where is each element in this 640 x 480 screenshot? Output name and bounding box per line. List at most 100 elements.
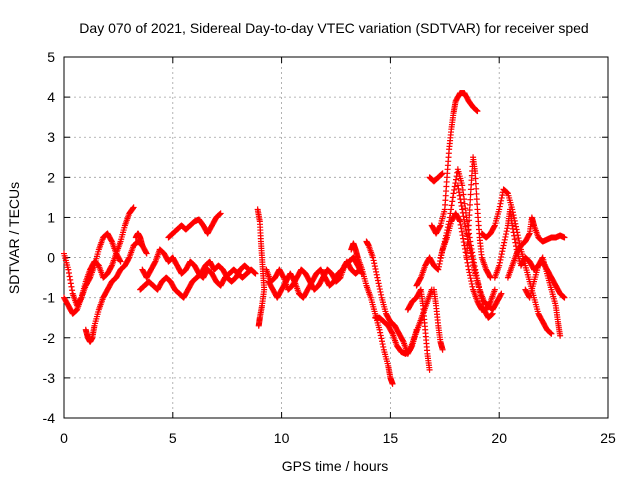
- data-point: [469, 283, 476, 290]
- data-point: [377, 329, 384, 336]
- data-point: [464, 259, 471, 266]
- data-point: [399, 337, 406, 344]
- data-point: [496, 259, 503, 266]
- data-point: [459, 206, 466, 213]
- data-point: [474, 108, 481, 115]
- data-point: [369, 254, 376, 261]
- data-point: [526, 293, 533, 300]
- data-point: [477, 292, 484, 299]
- data-point: [460, 191, 467, 198]
- data-point: [458, 228, 465, 235]
- data-point: [498, 251, 505, 258]
- data-point: [371, 260, 378, 267]
- data-point: [380, 343, 387, 350]
- data-point: [69, 287, 76, 294]
- x-tick-label: 20: [491, 430, 507, 446]
- data-point: [443, 229, 450, 236]
- data-point: [459, 186, 466, 193]
- chart-title: Day 070 of 2021, Sidereal Day-to-day VTE…: [79, 20, 588, 36]
- x-tick-label: 5: [169, 430, 177, 446]
- series-trace-7: [165, 210, 224, 241]
- data-point: [497, 256, 504, 263]
- data-point: [117, 258, 124, 265]
- series-trace-19: [426, 170, 446, 185]
- data-point: [255, 322, 262, 329]
- data-point: [379, 341, 386, 348]
- data-point: [378, 335, 385, 342]
- data-point: [499, 248, 506, 255]
- data-point: [473, 185, 480, 192]
- data-point: [512, 223, 519, 230]
- data-point: [436, 223, 443, 230]
- data-point: [468, 280, 475, 287]
- data-point: [442, 235, 449, 242]
- data-point: [510, 229, 517, 236]
- data-point: [444, 224, 451, 231]
- data-point: [459, 209, 466, 216]
- series-trace-24: [504, 214, 568, 281]
- data-point: [451, 186, 458, 193]
- data-point: [496, 262, 503, 269]
- data-point: [477, 289, 484, 296]
- data-point: [374, 274, 381, 281]
- data-point: [512, 239, 519, 246]
- data-point: [376, 326, 383, 333]
- data-point: [502, 233, 509, 240]
- data-point: [561, 234, 568, 241]
- data-point: [539, 255, 546, 262]
- data-point: [467, 191, 474, 198]
- data-point: [472, 175, 479, 182]
- data-point: [67, 276, 74, 283]
- data-point: [125, 255, 132, 262]
- data-point: [460, 213, 467, 220]
- data-point: [468, 253, 475, 260]
- data-point: [472, 180, 479, 187]
- data-point: [445, 221, 452, 228]
- data-point: [473, 196, 480, 203]
- data-point: [466, 217, 473, 224]
- data-point: [455, 185, 462, 192]
- data-point: [526, 231, 533, 238]
- data-point: [503, 231, 510, 238]
- y-tick-label: -2: [43, 330, 56, 346]
- data-point: [496, 206, 503, 213]
- data-point: [458, 225, 465, 232]
- data-point: [509, 222, 516, 229]
- x-tick-label: 25: [600, 430, 616, 446]
- y-tick-label: 4: [47, 89, 55, 105]
- data-point: [417, 287, 424, 294]
- x-axis-title: GPS time / hours: [282, 458, 389, 474]
- data-point: [65, 266, 72, 273]
- data-point: [389, 380, 396, 387]
- data-point: [467, 196, 474, 203]
- x-tick-label: 0: [60, 430, 68, 446]
- data-point: [435, 263, 442, 270]
- data-point: [417, 275, 424, 282]
- data-point: [465, 222, 472, 229]
- data-point: [499, 245, 506, 252]
- data-point: [377, 288, 384, 295]
- series-trace-6: [132, 230, 146, 249]
- data-point: [67, 280, 74, 287]
- data-point: [466, 212, 473, 219]
- data-point: [436, 260, 443, 267]
- data-point: [373, 271, 380, 278]
- data-point: [486, 273, 493, 280]
- y-axis-title: SDTVAR / TECUs: [6, 182, 22, 294]
- data-point: [465, 263, 472, 270]
- data-point: [447, 210, 454, 217]
- data-point: [465, 266, 472, 273]
- series-trace-11: [348, 240, 396, 387]
- data-point: [280, 273, 287, 280]
- data-point: [426, 366, 433, 373]
- data-point: [504, 225, 511, 232]
- data-point: [471, 264, 478, 271]
- series-trace-8: [254, 206, 268, 329]
- data-point: [116, 257, 123, 264]
- data-point: [509, 225, 516, 232]
- series-trace-14: [404, 286, 433, 373]
- data-point: [461, 200, 468, 207]
- data-point: [466, 201, 473, 208]
- data-point: [468, 278, 475, 285]
